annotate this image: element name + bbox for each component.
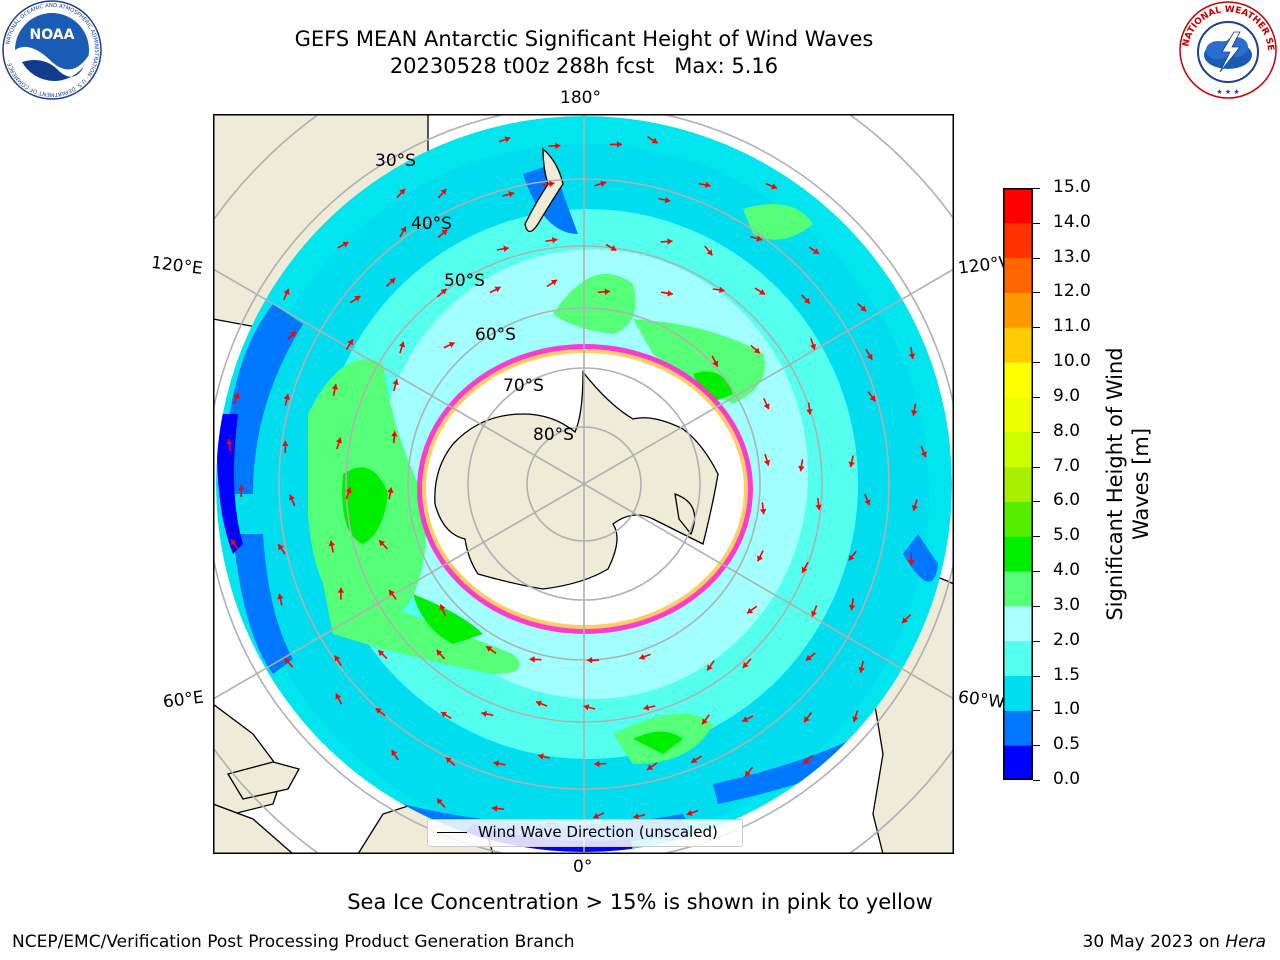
colorbar-segment: [1003, 710, 1033, 746]
footer-branch: NCEP/EMC/Verification Post Processing Pr…: [12, 932, 575, 952]
colorbar-segment: [1003, 222, 1033, 259]
lon-label-120e: 120°E: [149, 252, 204, 280]
colorbar-tick-label: 5.0: [1053, 525, 1081, 546]
colorbar-tick-mark: [1033, 640, 1040, 642]
colorbar-segment: [1003, 188, 1033, 224]
lon-label-180: 180°: [560, 88, 601, 108]
colorbar-tick-mark: [1033, 780, 1040, 781]
colorbar-tick-label: 0.0: [1053, 769, 1081, 789]
colorbar-tick-label: 10.0: [1053, 351, 1091, 372]
colorbar-tick-label: 15.0: [1053, 177, 1091, 197]
footer-date: 30 May 2023 on Hera: [1082, 932, 1267, 952]
lat-label-50s: 50°S: [444, 271, 485, 291]
colorbar-tick-mark: [1033, 745, 1040, 747]
colorbar-tick-mark: [1033, 362, 1040, 364]
colorbar-tick-label: 13.0: [1053, 246, 1091, 267]
lat-label-60s: 60°S: [475, 325, 516, 345]
colorbar-tick-label: 2.0: [1053, 629, 1081, 650]
colorbar-tick-mark: [1033, 431, 1040, 433]
svg-text:★ ★ ★: ★ ★ ★: [1216, 88, 1239, 96]
map-legend: Wind Wave Direction (unscaled): [427, 819, 743, 847]
colorbar-segment: [1003, 257, 1033, 293]
chart-subtitle: 20230528 t00z 288h fcst Max: 5.16: [389, 54, 779, 78]
lat-label-40s: 40°S: [411, 214, 452, 234]
colorbar-tick-mark: [1033, 292, 1040, 294]
colorbar-segment: [1003, 605, 1033, 642]
lat-label-80s: 80°S: [533, 425, 574, 445]
colorbar-tick-label: 4.0: [1053, 560, 1081, 581]
madagascar-land: [226, 761, 300, 800]
lon-label-0: 0°: [573, 857, 593, 877]
polar-map: 30°S 40°S 50°S 60°S 70°S 80°S: [213, 114, 954, 854]
colorbar-tick-mark: [1033, 536, 1040, 538]
colorbar-tick-mark: [1033, 396, 1040, 398]
legend-label: Wind Wave Direction (unscaled): [478, 823, 718, 841]
colorbar-segment: [1003, 501, 1033, 537]
colorbar-tick-label: 0.5: [1053, 734, 1081, 755]
colorbar-tick-mark: [1033, 605, 1040, 607]
map-panel: 30°S 40°S 50°S 60°S 70°S 80°S: [213, 114, 954, 854]
colorbar-tick-label: 3.0: [1053, 594, 1081, 615]
svg-text:NOAA: NOAA: [30, 27, 75, 43]
colorbar-segment: [1003, 536, 1033, 572]
colorbar-tick-mark: [1033, 675, 1040, 677]
lat-label-70s: 70°S: [503, 376, 544, 396]
colorbar-tick-mark: [1033, 222, 1040, 224]
colorbar-tick-label: 1.5: [1053, 664, 1081, 685]
colorbar: [1003, 188, 1033, 780]
colorbar-segment: [1003, 292, 1033, 328]
colorbar-segment: [1003, 431, 1033, 468]
legend-line: [437, 832, 467, 833]
colorbar-tick-label: 9.0: [1053, 385, 1081, 406]
colorbar-segment: [1003, 466, 1033, 502]
noaa-logo: NOAA NATIONAL OCEANIC AND ATMOSPHERIC AD…: [2, 0, 102, 100]
lon-label-120w: 120°W: [956, 253, 1005, 279]
colorbar-tick-mark: [1033, 571, 1040, 573]
colorbar-segment: [1003, 675, 1033, 711]
colorbar-tick-mark: [1033, 466, 1040, 468]
lon-label-60e: 60°E: [161, 687, 205, 713]
colorbar-tick-mark: [1033, 710, 1040, 712]
colorbar-tick-label: 1.0: [1053, 699, 1081, 720]
colorbar-segment: [1003, 571, 1033, 607]
colorbar-tick-mark: [1033, 327, 1040, 329]
map-border: [213, 114, 954, 854]
colorbar-tick-mark: [1033, 257, 1040, 259]
colorbar-tick-label: 7.0: [1053, 455, 1081, 476]
colorbar-segment: [1003, 362, 1033, 398]
lon-label-60w: 60°W: [956, 687, 1005, 713]
chart-title: GEFS MEAN Antarctic Significant Height o…: [294, 27, 874, 51]
africa-tip-land: [213, 803, 294, 854]
footer-machine: Hera: [1225, 932, 1266, 952]
nws-logo: NATIONAL WEATHER SERVICE ★ ★ ★: [1178, 0, 1277, 99]
colorbar-tick-label: 11.0: [1053, 316, 1091, 337]
colorbar-segment: [1003, 396, 1033, 433]
colorbar-tick-mark: [1033, 501, 1040, 503]
wind-wave-arrows: [226, 136, 927, 827]
colorbar-tick-label: 8.0: [1053, 420, 1081, 441]
lat-label-30s: 30°S: [375, 151, 416, 171]
colorbar-tick-label: 12.0: [1053, 281, 1091, 302]
graticule: [213, 114, 954, 854]
colorbar-segment: [1003, 640, 1033, 677]
colorbar-tick-mark: [1033, 188, 1040, 189]
colorbar-segment: [1003, 745, 1033, 780]
sea-ice-note: Sea Ice Concentration > 15% is shown in …: [347, 890, 933, 914]
colorbar-tick-label: 6.0: [1053, 490, 1081, 511]
colorbar-tick-label: 14.0: [1053, 211, 1091, 232]
colorbar-segment: [1003, 327, 1033, 363]
